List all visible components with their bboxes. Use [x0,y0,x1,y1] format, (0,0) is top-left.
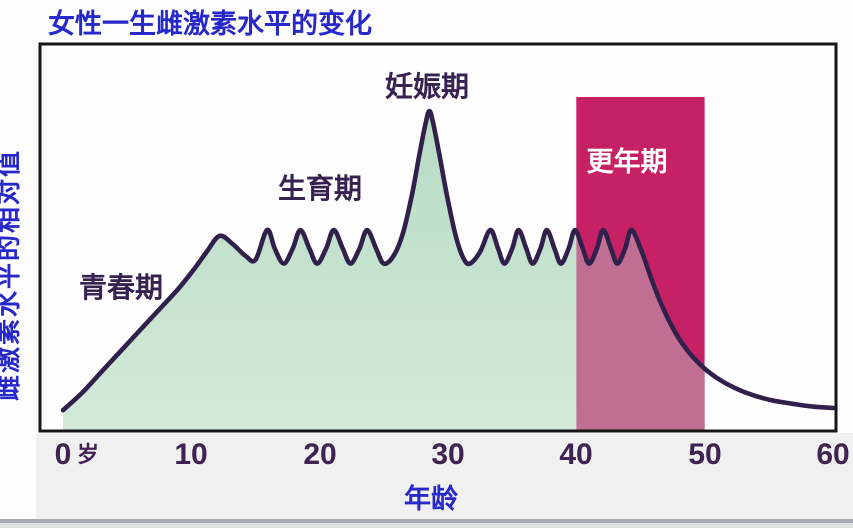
x-tick-40: 40 [559,438,592,471]
curve-area-green [63,111,577,431]
x-axis-unit: 岁 [77,442,99,467]
x-tick-50: 50 [688,438,721,471]
x-tick-30: 30 [431,438,464,471]
bottom-edge-line [0,519,853,523]
x-tick-0: 0 [55,438,72,471]
bottom-edge-shadow [0,523,853,528]
x-tick-60: 60 [816,438,849,471]
annotation-puberty: 青春期 [79,272,163,303]
footer-strip [36,433,853,520]
annotation-reproductive: 生育期 [278,172,362,204]
x-tick-20: 20 [303,438,336,471]
curve-area-rose [576,229,705,431]
annotation-menopause: 更年期 [587,146,668,177]
estrogen-curve [60,108,836,413]
x-tick-10: 10 [174,438,207,471]
chart-title: 女性一生雌激素水平的变化 [48,8,372,39]
annotation-pregnancy: 妊娠期 [385,71,469,102]
plot-border [38,42,838,433]
x-axis-label: 年龄 [404,483,459,514]
y-axis-label: 雌激素水平的相对值 [0,149,23,401]
